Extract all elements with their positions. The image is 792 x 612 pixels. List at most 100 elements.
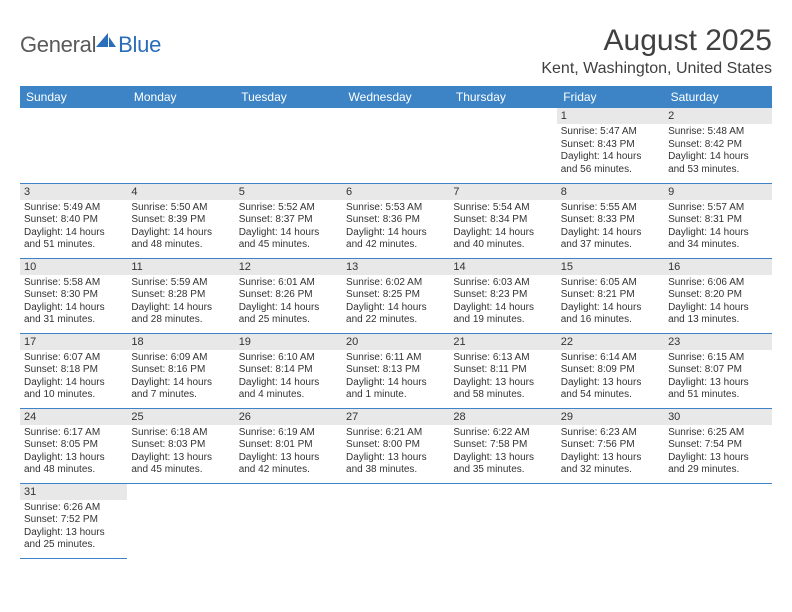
day-info-line: and 32 minutes. [561, 464, 660, 477]
calendar-day-cell: 31Sunrise: 6:26 AMSunset: 7:52 PMDayligh… [20, 483, 127, 558]
day-info-line: Daylight: 13 hours [346, 452, 445, 465]
day-number: 28 [449, 409, 556, 425]
day-info-line: Sunset: 8:16 PM [131, 364, 230, 377]
day-info-line: Sunrise: 5:58 AM [24, 277, 123, 290]
day-number: 27 [342, 409, 449, 425]
day-info-line: Daylight: 14 hours [561, 302, 660, 315]
month-title: August 2025 [541, 24, 772, 58]
calendar-week-row: 31Sunrise: 6:26 AMSunset: 7:52 PMDayligh… [20, 483, 772, 558]
day-content: Sunrise: 6:26 AMSunset: 7:52 PMDaylight:… [20, 500, 127, 556]
day-info-line: Daylight: 14 hours [346, 377, 445, 390]
day-info-line: Sunset: 7:52 PM [24, 514, 123, 527]
calendar-empty-cell [664, 483, 771, 558]
calendar-day-cell: 10Sunrise: 5:58 AMSunset: 8:30 PMDayligh… [20, 258, 127, 333]
day-info-line: Sunset: 8:05 PM [24, 439, 123, 452]
calendar-week-row: 1Sunrise: 5:47 AMSunset: 8:43 PMDaylight… [20, 108, 772, 183]
day-info-line: and 19 minutes. [453, 314, 552, 327]
day-info-line: and 25 minutes. [239, 314, 338, 327]
day-info-line: Daylight: 13 hours [24, 452, 123, 465]
day-info-line: and 48 minutes. [24, 464, 123, 477]
day-content: Sunrise: 6:15 AMSunset: 8:07 PMDaylight:… [664, 350, 771, 406]
day-info-line: and 4 minutes. [239, 389, 338, 402]
day-number: 22 [557, 334, 664, 350]
day-info-line: Daylight: 14 hours [346, 302, 445, 315]
day-info-line: Sunset: 8:03 PM [131, 439, 230, 452]
day-info-line: Sunset: 8:33 PM [561, 214, 660, 227]
day-info-line: Daylight: 14 hours [24, 302, 123, 315]
day-info-line: and 10 minutes. [24, 389, 123, 402]
day-info-line: Daylight: 13 hours [668, 452, 767, 465]
day-info-line: Sunset: 8:13 PM [346, 364, 445, 377]
day-number: 26 [235, 409, 342, 425]
weekday-header-row: SundayMondayTuesdayWednesdayThursdayFrid… [20, 86, 772, 108]
day-number: 7 [449, 184, 556, 200]
calendar-week-row: 24Sunrise: 6:17 AMSunset: 8:05 PMDayligh… [20, 408, 772, 483]
day-number: 9 [664, 184, 771, 200]
day-info-line: Sunset: 7:56 PM [561, 439, 660, 452]
day-content: Sunrise: 6:22 AMSunset: 7:58 PMDaylight:… [449, 425, 556, 481]
calendar-table: SundayMondayTuesdayWednesdayThursdayFrid… [20, 86, 772, 559]
day-number: 14 [449, 259, 556, 275]
calendar-empty-cell [20, 108, 127, 183]
day-info-line: Sunrise: 6:05 AM [561, 277, 660, 290]
day-content: Sunrise: 6:19 AMSunset: 8:01 PMDaylight:… [235, 425, 342, 481]
weekday-header: Wednesday [342, 86, 449, 108]
day-content: Sunrise: 5:53 AMSunset: 8:36 PMDaylight:… [342, 200, 449, 256]
day-info-line: Daylight: 14 hours [668, 227, 767, 240]
day-content: Sunrise: 6:21 AMSunset: 8:00 PMDaylight:… [342, 425, 449, 481]
day-info-line: Sunrise: 5:47 AM [561, 126, 660, 139]
day-info-line: Sunrise: 6:14 AM [561, 352, 660, 365]
day-number: 13 [342, 259, 449, 275]
day-info-line: Sunrise: 6:18 AM [131, 427, 230, 440]
day-info-line: Sunrise: 6:17 AM [24, 427, 123, 440]
day-number: 16 [664, 259, 771, 275]
day-info-line: and 34 minutes. [668, 239, 767, 252]
calendar-day-cell: 1Sunrise: 5:47 AMSunset: 8:43 PMDaylight… [557, 108, 664, 183]
day-info-line: Daylight: 13 hours [131, 452, 230, 465]
calendar-empty-cell [342, 483, 449, 558]
day-number: 1 [557, 108, 664, 124]
logo-part1: General [20, 32, 96, 58]
day-number: 30 [664, 409, 771, 425]
day-info-line: and 31 minutes. [24, 314, 123, 327]
day-info-line: and 45 minutes. [239, 239, 338, 252]
day-info-line: Daylight: 14 hours [131, 377, 230, 390]
day-info-line: Sunrise: 6:15 AM [668, 352, 767, 365]
calendar-week-row: 3Sunrise: 5:49 AMSunset: 8:40 PMDaylight… [20, 183, 772, 258]
day-info-line: Sunset: 8:40 PM [24, 214, 123, 227]
day-content: Sunrise: 5:58 AMSunset: 8:30 PMDaylight:… [20, 275, 127, 331]
day-info-line: Sunrise: 6:06 AM [668, 277, 767, 290]
day-info-line: Daylight: 14 hours [346, 227, 445, 240]
day-info-line: Sunset: 8:11 PM [453, 364, 552, 377]
day-content: Sunrise: 6:14 AMSunset: 8:09 PMDaylight:… [557, 350, 664, 406]
logo: General Blue [20, 24, 161, 58]
day-info-line: Sunrise: 6:02 AM [346, 277, 445, 290]
day-info-line: and 45 minutes. [131, 464, 230, 477]
day-info-line: Sunrise: 6:11 AM [346, 352, 445, 365]
calendar-week-row: 17Sunrise: 6:07 AMSunset: 8:18 PMDayligh… [20, 333, 772, 408]
day-info-line: Daylight: 14 hours [561, 227, 660, 240]
calendar-empty-cell [557, 483, 664, 558]
calendar-day-cell: 28Sunrise: 6:22 AMSunset: 7:58 PMDayligh… [449, 408, 556, 483]
logo-part2: Blue [118, 32, 161, 58]
day-info-line: Sunrise: 5:49 AM [24, 202, 123, 215]
day-content: Sunrise: 6:01 AMSunset: 8:26 PMDaylight:… [235, 275, 342, 331]
calendar-day-cell: 29Sunrise: 6:23 AMSunset: 7:56 PMDayligh… [557, 408, 664, 483]
day-info-line: and 54 minutes. [561, 389, 660, 402]
weekday-header: Saturday [664, 86, 771, 108]
header: General Blue August 2025 Kent, Washingto… [20, 24, 772, 78]
day-info-line: Sunset: 8:07 PM [668, 364, 767, 377]
day-info-line: Daylight: 14 hours [561, 151, 660, 164]
day-info-line: Sunrise: 5:59 AM [131, 277, 230, 290]
day-info-line: Daylight: 13 hours [668, 377, 767, 390]
calendar-day-cell: 18Sunrise: 6:09 AMSunset: 8:16 PMDayligh… [127, 333, 234, 408]
calendar-empty-cell [449, 108, 556, 183]
day-info-line: Sunset: 8:30 PM [24, 289, 123, 302]
calendar-day-cell: 6Sunrise: 5:53 AMSunset: 8:36 PMDaylight… [342, 183, 449, 258]
day-number: 31 [20, 484, 127, 500]
day-content: Sunrise: 5:59 AMSunset: 8:28 PMDaylight:… [127, 275, 234, 331]
day-info-line: Daylight: 13 hours [561, 377, 660, 390]
calendar-day-cell: 17Sunrise: 6:07 AMSunset: 8:18 PMDayligh… [20, 333, 127, 408]
calendar-day-cell: 3Sunrise: 5:49 AMSunset: 8:40 PMDaylight… [20, 183, 127, 258]
day-info-line: and 42 minutes. [346, 239, 445, 252]
